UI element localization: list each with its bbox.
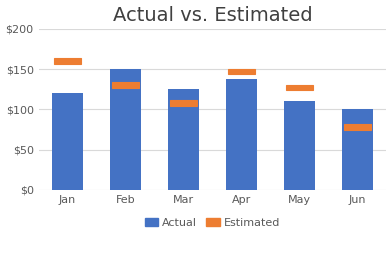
Bar xyxy=(167,89,200,190)
Bar xyxy=(286,85,313,91)
Bar xyxy=(110,69,142,190)
Bar xyxy=(344,124,371,130)
Bar xyxy=(228,69,255,74)
Bar xyxy=(112,82,139,88)
Bar xyxy=(170,100,197,106)
Bar xyxy=(341,109,374,190)
Title: Actual vs. Estimated: Actual vs. Estimated xyxy=(113,6,312,25)
Bar xyxy=(52,93,83,190)
Bar xyxy=(54,58,81,64)
Legend: Actual, Estimated: Actual, Estimated xyxy=(140,214,285,233)
Bar xyxy=(225,79,258,190)
Bar xyxy=(283,101,316,190)
